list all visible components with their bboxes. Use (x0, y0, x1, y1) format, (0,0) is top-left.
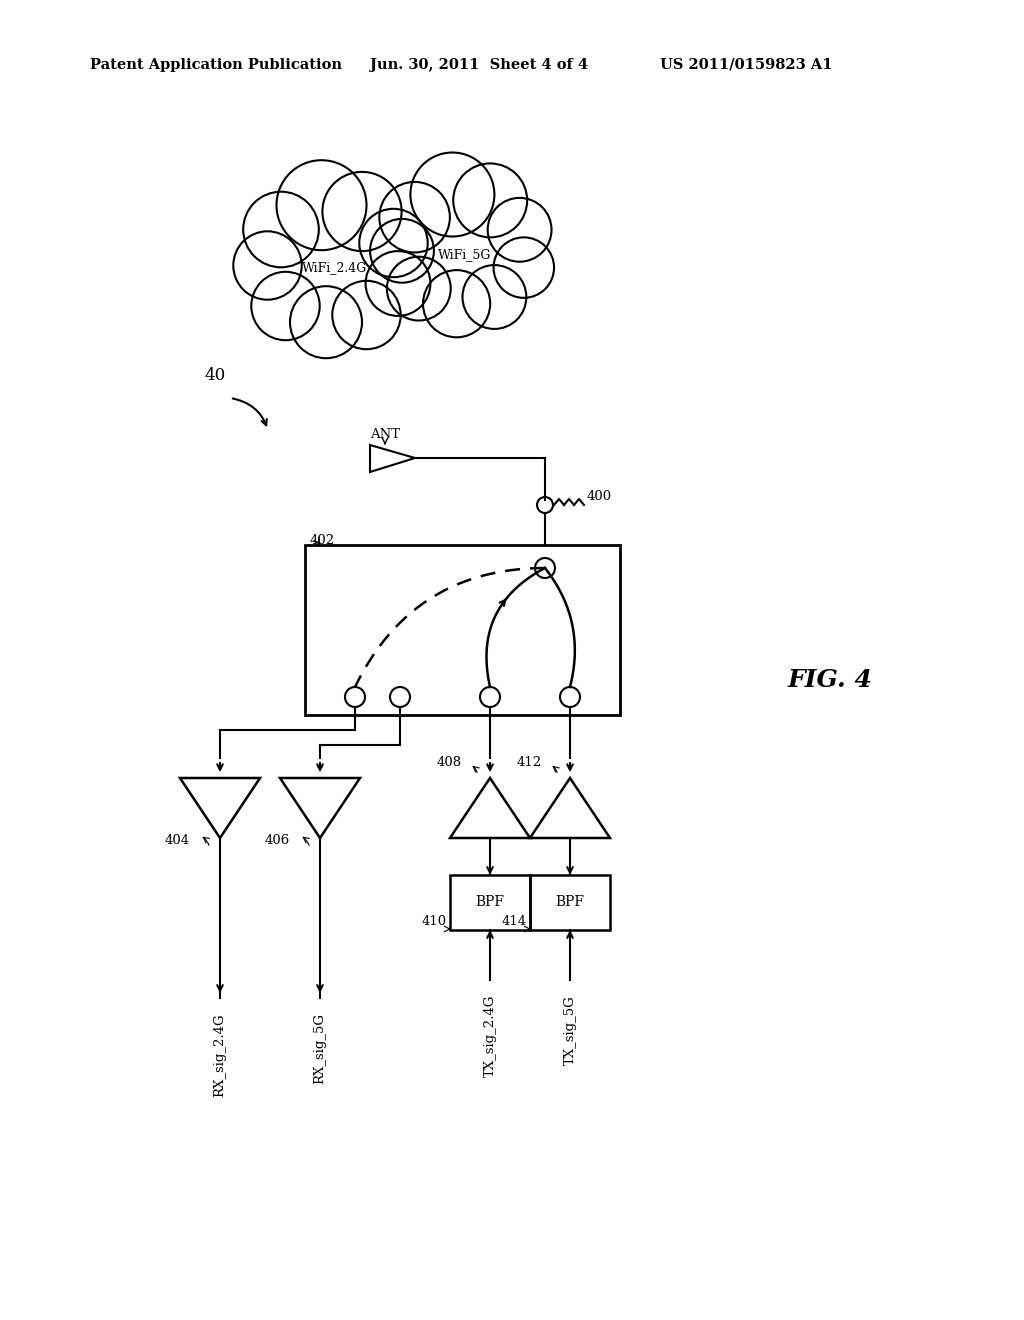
Text: Patent Application Publication: Patent Application Publication (90, 58, 342, 73)
Circle shape (411, 153, 495, 236)
Circle shape (359, 209, 428, 277)
Text: 408: 408 (437, 755, 462, 768)
Text: 410: 410 (422, 915, 447, 928)
Circle shape (251, 272, 319, 341)
Text: US 2011/0159823 A1: US 2011/0159823 A1 (660, 58, 833, 73)
Circle shape (370, 219, 434, 282)
Text: 406: 406 (265, 833, 290, 846)
Text: TX_sig_5G: TX_sig_5G (563, 995, 577, 1065)
Circle shape (276, 160, 367, 251)
Text: TX_sig_2.4G: TX_sig_2.4G (483, 995, 497, 1077)
Text: Jun. 30, 2011  Sheet 4 of 4: Jun. 30, 2011 Sheet 4 of 4 (370, 58, 588, 73)
Text: 402: 402 (310, 533, 335, 546)
Circle shape (494, 238, 554, 298)
Circle shape (366, 251, 430, 315)
Text: WiFi_5G: WiFi_5G (438, 248, 492, 261)
Circle shape (379, 182, 450, 252)
Circle shape (333, 281, 400, 350)
Text: ANT: ANT (370, 429, 400, 441)
Circle shape (423, 271, 490, 338)
Circle shape (454, 164, 527, 238)
Circle shape (387, 256, 451, 321)
Text: RX_sig_2.4G: RX_sig_2.4G (213, 1012, 226, 1097)
Text: FIG. 4: FIG. 4 (787, 668, 872, 692)
Circle shape (323, 172, 401, 251)
Bar (450, 875, 530, 931)
Circle shape (290, 286, 362, 358)
Text: 412: 412 (517, 755, 542, 768)
Text: 404: 404 (165, 833, 190, 846)
Text: BPF: BPF (475, 895, 505, 909)
Text: BPF: BPF (555, 895, 585, 909)
Circle shape (463, 265, 526, 329)
Circle shape (233, 231, 302, 300)
Text: 40: 40 (205, 367, 225, 384)
Text: RX_sig_5G: RX_sig_5G (313, 1012, 327, 1084)
Text: WiFi_2.4G: WiFi_2.4G (302, 261, 368, 275)
Bar (530, 875, 610, 931)
Text: 400: 400 (587, 491, 612, 503)
Text: 414: 414 (502, 915, 527, 928)
Bar (305, 545, 620, 715)
Circle shape (487, 198, 552, 261)
Circle shape (244, 191, 318, 268)
